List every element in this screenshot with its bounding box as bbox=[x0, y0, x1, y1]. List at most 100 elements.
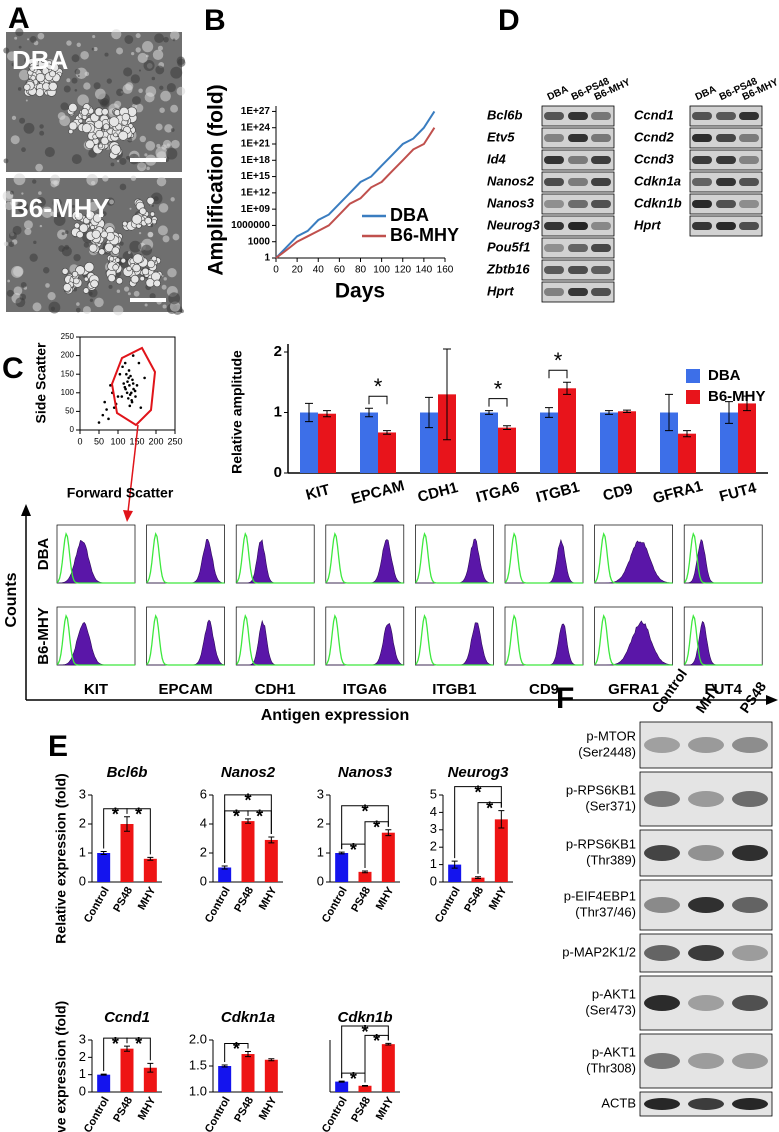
cell-texture bbox=[50, 211, 55, 217]
cell-texture bbox=[119, 183, 127, 191]
bar bbox=[335, 1081, 349, 1092]
cell-texture bbox=[155, 123, 163, 131]
cell-texture bbox=[170, 128, 175, 132]
cell-texture bbox=[162, 235, 170, 243]
cell-texture bbox=[94, 88, 106, 100]
y-tick-label: 1 bbox=[79, 844, 86, 859]
cell-texture bbox=[137, 162, 147, 172]
gel-band bbox=[716, 112, 736, 120]
blot-band bbox=[732, 897, 768, 913]
cell-texture bbox=[116, 88, 124, 97]
significance-label: * bbox=[494, 376, 503, 401]
bar bbox=[448, 864, 462, 882]
cell-texture bbox=[11, 115, 17, 120]
blot-label: p-MAP2K1/2 bbox=[562, 944, 636, 959]
error-bar bbox=[100, 1073, 107, 1076]
cell-texture bbox=[102, 175, 109, 182]
cell-texture bbox=[52, 198, 62, 208]
cell-texture bbox=[61, 232, 65, 236]
gel-band bbox=[739, 112, 759, 120]
antigen-label: FUT4 bbox=[704, 681, 742, 698]
gel-band bbox=[568, 288, 588, 296]
cell-texture bbox=[106, 78, 112, 84]
cell-texture bbox=[15, 297, 26, 308]
cell-texture bbox=[9, 190, 14, 195]
cell-texture bbox=[110, 162, 115, 167]
event-dot bbox=[125, 391, 129, 395]
row-label: B6-MHY bbox=[35, 607, 52, 665]
cell-texture bbox=[7, 279, 11, 283]
y-tick-label: 2 bbox=[79, 1049, 86, 1064]
cell-texture bbox=[71, 54, 80, 63]
legend-swatch bbox=[686, 369, 700, 383]
histogram-fill bbox=[594, 620, 673, 666]
cell-texture bbox=[61, 246, 72, 257]
colony bbox=[107, 274, 116, 283]
bar bbox=[358, 871, 372, 882]
gel-band bbox=[544, 112, 564, 120]
gel-band bbox=[544, 200, 564, 208]
legend-label: DBA bbox=[708, 367, 741, 384]
cell-texture bbox=[123, 67, 133, 77]
panel-a-photos bbox=[2, 28, 186, 316]
colony bbox=[48, 81, 58, 91]
blot-row bbox=[639, 721, 773, 769]
y-tick-label: 2 bbox=[274, 343, 282, 360]
significance-label: * bbox=[135, 805, 142, 825]
event-dot bbox=[131, 378, 134, 382]
gel-band bbox=[739, 222, 759, 230]
colony bbox=[79, 223, 89, 233]
chart-title: Bcl6b bbox=[107, 764, 148, 781]
gel-band bbox=[591, 156, 611, 164]
x-tick-label: 40 bbox=[313, 265, 325, 276]
y-axis-label: Amplification (fold) bbox=[205, 84, 228, 275]
control-histogram bbox=[325, 532, 404, 584]
gene-label: Nanos3 bbox=[487, 195, 535, 210]
colony bbox=[35, 88, 45, 97]
blot-band bbox=[688, 1053, 724, 1069]
event-dot bbox=[126, 380, 129, 383]
colony bbox=[126, 265, 132, 272]
y-tick-label: 1 bbox=[430, 856, 437, 871]
lane-label: DBA bbox=[546, 84, 570, 103]
cell-texture bbox=[19, 117, 26, 124]
colony bbox=[73, 222, 81, 229]
antigen-label: ITGB1 bbox=[432, 681, 476, 698]
colony bbox=[98, 248, 106, 256]
blot-band bbox=[732, 791, 768, 807]
gel-band bbox=[692, 112, 712, 120]
cell-texture bbox=[84, 71, 90, 77]
y-tick-label: 1 bbox=[264, 253, 270, 264]
bar bbox=[360, 412, 378, 473]
error-bar bbox=[383, 430, 391, 435]
significance-label: * bbox=[361, 1022, 368, 1042]
cell-texture bbox=[20, 282, 27, 288]
event-dot bbox=[130, 400, 134, 404]
y-tick-label: 50 bbox=[65, 407, 74, 416]
gel-band bbox=[544, 178, 564, 186]
significance-bracket bbox=[341, 805, 389, 850]
x-tick-label: 100 bbox=[373, 265, 390, 276]
cell-texture bbox=[170, 104, 179, 113]
cell-texture bbox=[45, 283, 50, 288]
colony bbox=[122, 220, 128, 227]
gene-label: Etv5 bbox=[487, 129, 515, 144]
colony bbox=[29, 65, 36, 72]
event-dot bbox=[132, 387, 135, 391]
blot-label: p-EIF4EBP1 bbox=[564, 888, 636, 903]
flow-xlabel: Antigen expression bbox=[261, 707, 409, 724]
antigen-label: CDH1 bbox=[255, 681, 296, 698]
cell-texture bbox=[29, 36, 37, 43]
event-dot bbox=[123, 361, 127, 365]
cell-texture bbox=[33, 240, 37, 245]
colony bbox=[151, 218, 157, 225]
colony bbox=[68, 103, 78, 113]
cell-texture bbox=[151, 76, 156, 81]
category-label: ITGA6 bbox=[474, 479, 521, 507]
significance-label: * bbox=[135, 1034, 142, 1054]
category-label: Control bbox=[433, 885, 463, 925]
error-bar bbox=[485, 410, 493, 415]
cell-texture bbox=[83, 82, 91, 90]
cell-texture bbox=[74, 68, 81, 75]
y-tick-label: 1E+21 bbox=[241, 139, 271, 150]
